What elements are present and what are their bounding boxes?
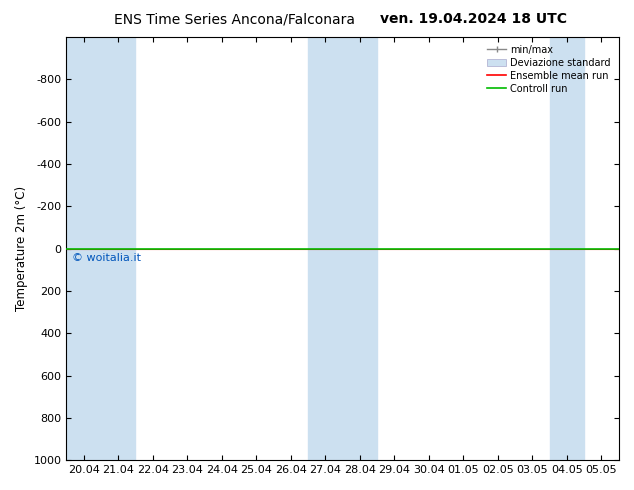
Bar	[308, 37, 377, 460]
Text: ven. 19.04.2024 18 UTC: ven. 19.04.2024 18 UTC	[380, 12, 567, 26]
Legend: min/max, Deviazione standard, Ensemble mean run, Controll run: min/max, Deviazione standard, Ensemble m…	[484, 42, 614, 97]
Bar	[550, 37, 584, 460]
Text: ENS Time Series Ancona/Falconara: ENS Time Series Ancona/Falconara	[114, 12, 355, 26]
Bar	[67, 37, 136, 460]
Text: © woitalia.it: © woitalia.it	[72, 253, 141, 263]
Y-axis label: Temperature 2m (°C): Temperature 2m (°C)	[15, 186, 28, 311]
